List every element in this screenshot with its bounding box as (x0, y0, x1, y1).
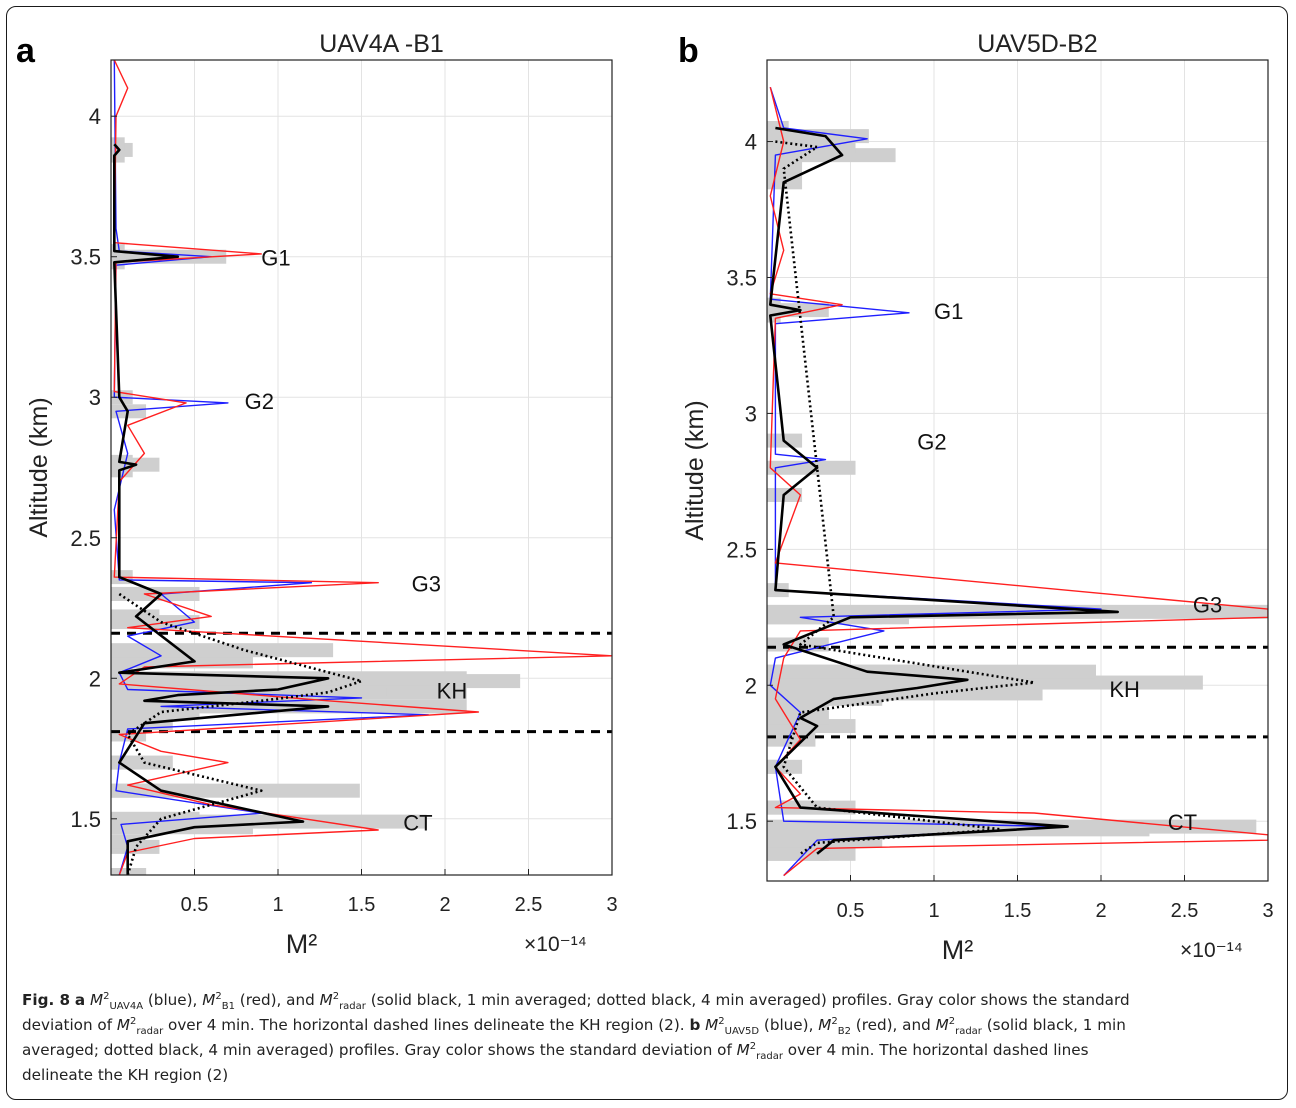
series-group (113, 60, 612, 875)
x-tick-label: 0.5 (181, 894, 209, 916)
series-line (769, 126, 1119, 855)
panel-b-letter: b (678, 32, 699, 70)
y-tick-label: 3 (89, 385, 101, 410)
std-band-step (767, 705, 829, 720)
panel-b: 0.5 1 1.5 2 2.5 3 1.5 2 2.5 3 3.5 4 UAV5D-B2 Altitude… (681, 30, 1274, 965)
chart-title: UAV5D-B2 (977, 30, 1097, 58)
y-tick-label: 2 (89, 666, 101, 691)
x-tick-label: 2.5 (515, 894, 543, 916)
annotation-label: G1 (934, 299, 963, 324)
series-line (113, 60, 429, 875)
annotation-label: G2 (245, 389, 274, 414)
std-band (111, 137, 521, 875)
std-band-step (111, 643, 334, 658)
y-tick-label: 4 (745, 130, 757, 155)
series-line (113, 60, 612, 875)
y-tick-label: 2.5 (726, 537, 757, 562)
y-tick-label: 1.5 (726, 809, 757, 834)
figure-caption: Fig. 8 a M2UAV4A (blue), M2B1 (red), and… (22, 988, 1272, 1088)
figure-frame (6, 6, 1288, 1100)
x-tick-label: 2.5 (1171, 900, 1199, 922)
std-band-step (111, 716, 173, 731)
x-multiplier: ×10⁻¹⁴ (524, 933, 587, 956)
x-multiplier: ×10⁻¹⁴ (1180, 939, 1243, 962)
panel-a: 0.5 1 1.5 2 2.5 3 1.5 2 2.5 3 3.5 4 UAV4A -B1 Altitud… (25, 30, 618, 959)
x-tick-label: 1 (272, 894, 283, 916)
annotation-label: CT (1168, 810, 1197, 835)
std-band-step (767, 664, 1096, 679)
y-axis-label: Altitude (km) (25, 397, 53, 537)
series-line (775, 140, 1036, 855)
caption-line-3: averaged; dotted black, 4 min averaged) … (22, 1040, 1089, 1063)
caption-line-4: delineate the KH region (2) (22, 1066, 229, 1084)
y-tick-label: 3 (745, 401, 757, 426)
x-tick-label: 2 (1095, 900, 1106, 922)
y-tick-label: 2.5 (70, 526, 101, 551)
caption-line-1: Fig. 8 a M2UAV4A (blue), M2B1 (red), and… (22, 990, 1130, 1013)
series-group (769, 86, 1268, 877)
annotation-label: G1 (261, 246, 290, 271)
x-tick-label: 1.5 (348, 894, 376, 916)
annotation-label: G3 (412, 572, 441, 597)
x-tick-label: 2 (439, 894, 450, 916)
x-axis-label: M² (942, 935, 973, 965)
std-band-step (111, 586, 133, 601)
chart-title: UAV4A -B1 (319, 30, 444, 58)
y-tick-label: 3.5 (70, 245, 101, 270)
annotation-label: G2 (917, 430, 946, 455)
std-band-step (111, 811, 200, 826)
x-tick-label: 1.5 (1004, 900, 1032, 922)
y-axis-label: Altitude (km) (681, 400, 709, 540)
std-band-step (767, 460, 856, 475)
series-line (118, 592, 363, 875)
figure-canvas: 0.5 1 1.5 2 2.5 3 1.5 2 2.5 3 3.5 4 UAV4A -B1 Altitud… (16, 30, 1274, 965)
x-tick-label: 3 (1262, 900, 1273, 922)
annotation-label: G3 (1193, 593, 1222, 618)
series-line (769, 87, 1268, 877)
panel-a-letter: a (16, 32, 36, 70)
annotation-label: CT (403, 811, 432, 836)
annotation-label: KH (1109, 677, 1140, 702)
x-tick-label: 3 (606, 894, 617, 916)
series-line (113, 143, 330, 875)
caption-line-2: deviation of M2radar over 4 min. The hor… (22, 1015, 1126, 1038)
caption-fig-label: Fig. 8 (22, 991, 71, 1009)
y-tick-label: 3.5 (726, 265, 757, 290)
x-axis-label: M² (286, 929, 317, 959)
x-tick-label: 1 (928, 900, 939, 922)
annotation-label: KH (437, 679, 468, 704)
x-tick-label: 0.5 (837, 900, 865, 922)
y-tick-label: 4 (89, 104, 101, 129)
std-band-step (767, 846, 829, 861)
y-tick-label: 2 (745, 673, 757, 698)
y-tick-label: 1.5 (70, 807, 101, 832)
